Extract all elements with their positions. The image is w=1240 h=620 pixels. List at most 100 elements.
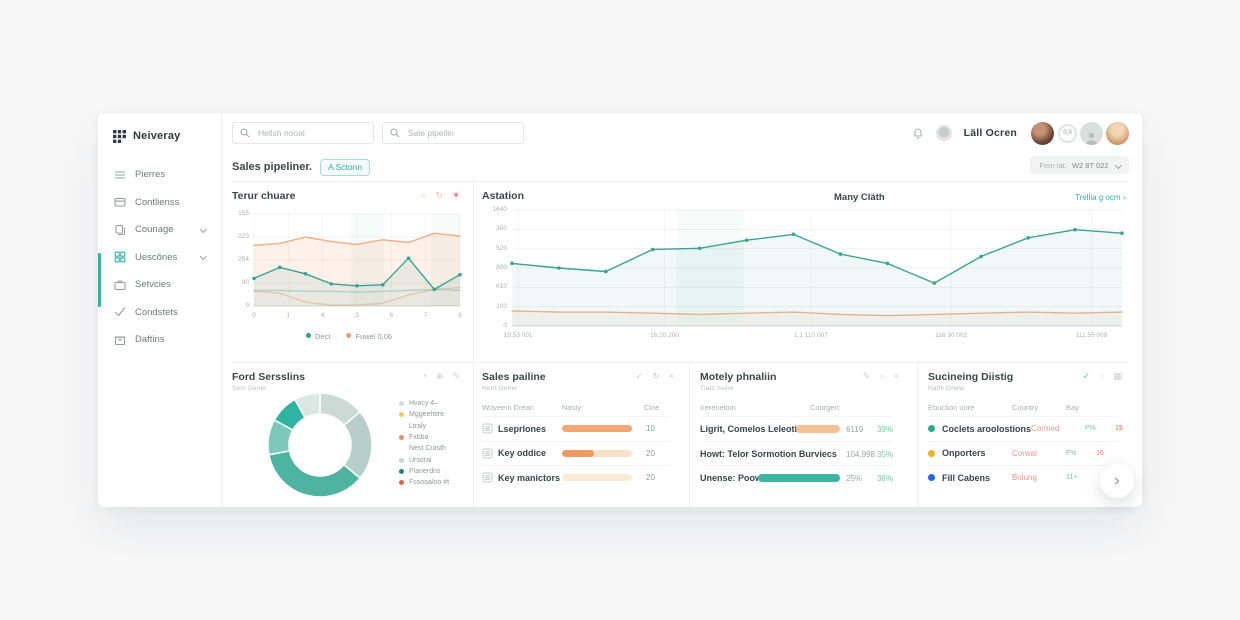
avatar[interactable] [1031, 121, 1054, 145]
sales-actions: ✓ ↻ × [636, 371, 674, 381]
legend-item: Fuwei 0,06 [346, 332, 392, 341]
alert-icon[interactable]: ☀ [451, 190, 460, 200]
y-tick-label: 223 [238, 233, 249, 240]
motely-table: Irerenetion Coorgert Ligrit, Comelos Leleo… [700, 399, 893, 490]
meter-badge[interactable]: 0.9 [1058, 123, 1077, 143]
search-secondary[interactable] [382, 122, 524, 144]
row-value: 25% [846, 474, 863, 484]
refresh-icon[interactable]: ↻ [652, 371, 660, 381]
legend-dot [346, 333, 352, 338]
ford-legend-item: Ltraly [399, 421, 449, 432]
sales-card: Sales pailine ✓ ↻ × Nelrt Geher Woyeem Dre… [482, 363, 680, 507]
legend-dot [399, 468, 404, 474]
x-tick-label: 8 [458, 312, 462, 319]
column-header: Cine [644, 403, 660, 412]
search-primary-input[interactable] [232, 122, 374, 144]
sales-table-header: Woyeem Drean Nasty Cine [482, 399, 670, 416]
terur-legend: Dect Fuwei 0,06 [232, 332, 466, 341]
add-icon[interactable]: ⊕ [435, 371, 444, 381]
astation-link[interactable]: Trellia g ocm › [1075, 193, 1126, 202]
terur-title: Terur chuare [232, 190, 296, 202]
row-value: 20 [646, 473, 655, 483]
check-icon[interactable]: ✓ [635, 371, 644, 381]
astation-card: Astation Many Cläth Trellia g ocm › 1640… [482, 182, 1128, 362]
legend-dot [399, 457, 404, 463]
settings-dot-icon[interactable] [935, 125, 952, 141]
table-row[interactable]: Fill Cabens Bolung 11+ [928, 465, 1118, 490]
avatar-placeholder[interactable] [1080, 121, 1103, 145]
astation-title: Astation [482, 190, 524, 202]
divider [689, 363, 690, 507]
legend-label: Fssooaloo #t [409, 479, 450, 487]
table-row[interactable]: Coclets aroolostions Cormed P% 1$ [928, 416, 1123, 441]
bell-icon[interactable] [910, 125, 926, 141]
sidebar-item-setvcies[interactable]: Setvcies [98, 271, 221, 299]
avatar[interactable] [1106, 121, 1129, 145]
sidebar-item-condstets[interactable]: Condstets [98, 299, 221, 327]
y-tick-label: 610 [496, 283, 507, 291]
grid-icon[interactable]: ▦ [1113, 371, 1122, 381]
search-secondary-input[interactable] [382, 122, 524, 144]
sidebar-item-pierres[interactable]: Pierres [98, 161, 221, 189]
sidebar-item-contlienss[interactable]: Contlienss [98, 189, 221, 217]
comment-icon[interactable]: ◔ [421, 371, 427, 381]
refresh-icon[interactable]: ↻ [435, 190, 443, 200]
legend-label: Planerdns [409, 467, 441, 475]
status-badge: A Sctonn [320, 158, 371, 176]
row-percent: 38% [876, 474, 893, 484]
sidebar-item-uescones[interactable]: Uescônes [98, 244, 221, 272]
close-icon[interactable]: × [668, 371, 674, 381]
brand-logo[interactable]: Neiveray [98, 125, 221, 147]
column-header: Coorgert [810, 403, 840, 412]
circle-icon[interactable]: ○ [1099, 371, 1105, 381]
chevron-down-icon [199, 225, 206, 232]
sales-subtitle: Nelrt Geher [482, 385, 518, 392]
row-name: Onporters [942, 448, 986, 459]
status-dot [928, 425, 935, 433]
edit-icon[interactable]: ✎ [862, 371, 871, 381]
briefcase-icon [114, 279, 126, 291]
sucining-card: Sucineing Diistig ✓ ○ ▦ Hatfli Grlew Ebuct… [928, 363, 1128, 507]
table-row[interactable]: Key manictors 20 [482, 465, 670, 490]
sidebar-item-daftins[interactable]: Daftins [98, 326, 221, 354]
table-row[interactable]: Key oddice 20 [482, 440, 670, 466]
y-tick-label: 100 [496, 302, 507, 310]
close-icon[interactable]: × [893, 371, 899, 381]
table-row[interactable]: Howt: Telor Sormotion Burviecs 104,998 35% [700, 440, 893, 466]
table-row[interactable]: Lseprlones 10 [482, 416, 670, 441]
y-tick-label: 520 [496, 244, 507, 252]
table-row[interactable]: Ligrit, Comelos Leleotics 6119 39% [700, 416, 893, 441]
user-name[interactable]: Läll Ocren [963, 127, 1017, 139]
search-primary[interactable] [232, 122, 374, 144]
list-item-icon [482, 472, 493, 483]
sidebar-item-label: Contlienss [135, 196, 180, 208]
circle-icon[interactable]: ○ [420, 190, 427, 200]
edit-icon[interactable]: ✎ [452, 371, 460, 381]
divider [232, 362, 1128, 363]
astation-link-label: Trellia g ocm [1075, 193, 1121, 202]
sucining-table-header: Ebuction uore Country Bay [928, 399, 1118, 416]
divider [232, 181, 1128, 182]
sucining-subtitle: Hatfli Grlew [928, 385, 964, 392]
legend-dot [399, 412, 404, 418]
status-dot [928, 449, 935, 457]
circle-icon[interactable]: ○ [879, 371, 885, 381]
column-header: Woyeem Drean [482, 403, 534, 412]
period-select[interactable]: Fern lat. W2 8T 022 [1030, 156, 1129, 174]
row-name: Unense: Poowers [700, 473, 776, 484]
copy-icon [114, 224, 126, 236]
sidebar-item-counage[interactable]: Counage [98, 216, 221, 244]
check-icon[interactable]: ✓ [1082, 371, 1091, 381]
table-row[interactable]: Onporters Corwal F% 16 [928, 440, 1118, 466]
y-tick-label: 300 [496, 225, 507, 233]
chevron-right-icon: › [1122, 193, 1126, 202]
next-page-button[interactable]: › [1100, 464, 1134, 498]
astation-chart: 1640 300 520 800 610 100 0 15:53 001 16:20 200 1.… [482, 204, 1128, 360]
sales-table: Woyeem Drean Nasty Cine Lseprlones 10 Key odd… [482, 399, 670, 490]
list-item-icon [482, 448, 493, 459]
legend-dot [305, 333, 311, 338]
ford-legend-item: Nest Crasth [399, 443, 449, 454]
sidebar-item-label: Condstets [135, 306, 178, 318]
donut-segment [268, 449, 362, 498]
table-row[interactable]: Unense: Poowers 25% 38% [700, 465, 893, 490]
